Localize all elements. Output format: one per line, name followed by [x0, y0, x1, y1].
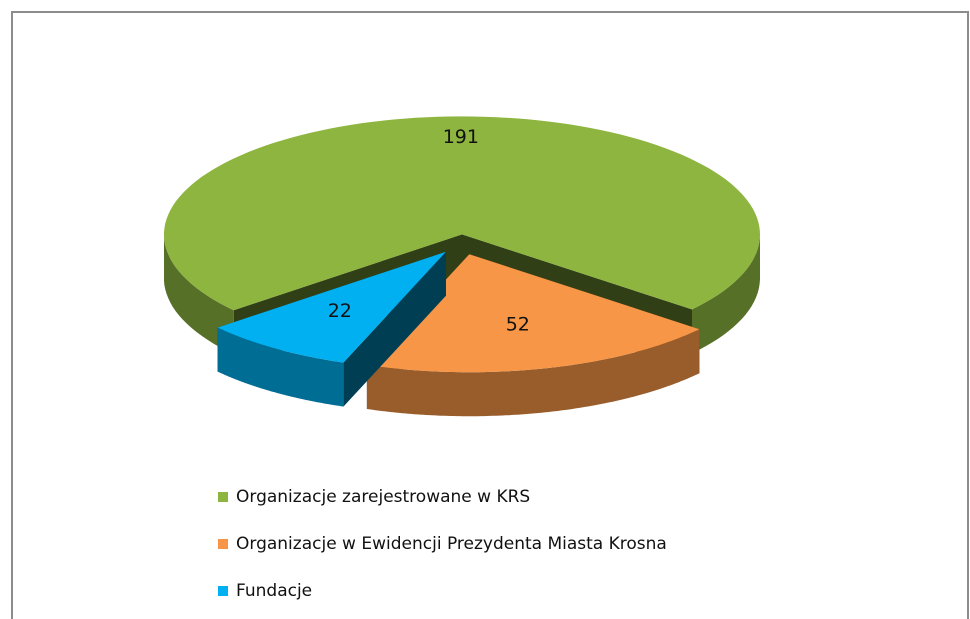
- slice: [366, 254, 700, 373]
- legend-swatch: [218, 539, 228, 549]
- slice: [164, 116, 760, 311]
- legend-label: Fundacje: [236, 581, 312, 601]
- legend-label: Organizacje zarejestrowane w KRS: [236, 487, 530, 507]
- slice-side: [164, 236, 234, 355]
- slice-side: [217, 327, 344, 407]
- data-label: 22: [328, 300, 352, 322]
- data-label: 52: [506, 313, 530, 335]
- legend-swatch: [218, 492, 228, 502]
- slice-side: [692, 235, 760, 354]
- legend-swatch: [218, 586, 228, 596]
- data-label: 191: [443, 126, 479, 148]
- slice: [217, 251, 446, 363]
- slice-side: [366, 329, 700, 417]
- legend-label: Organizacje w Ewidencji Prezydenta Miast…: [236, 534, 667, 554]
